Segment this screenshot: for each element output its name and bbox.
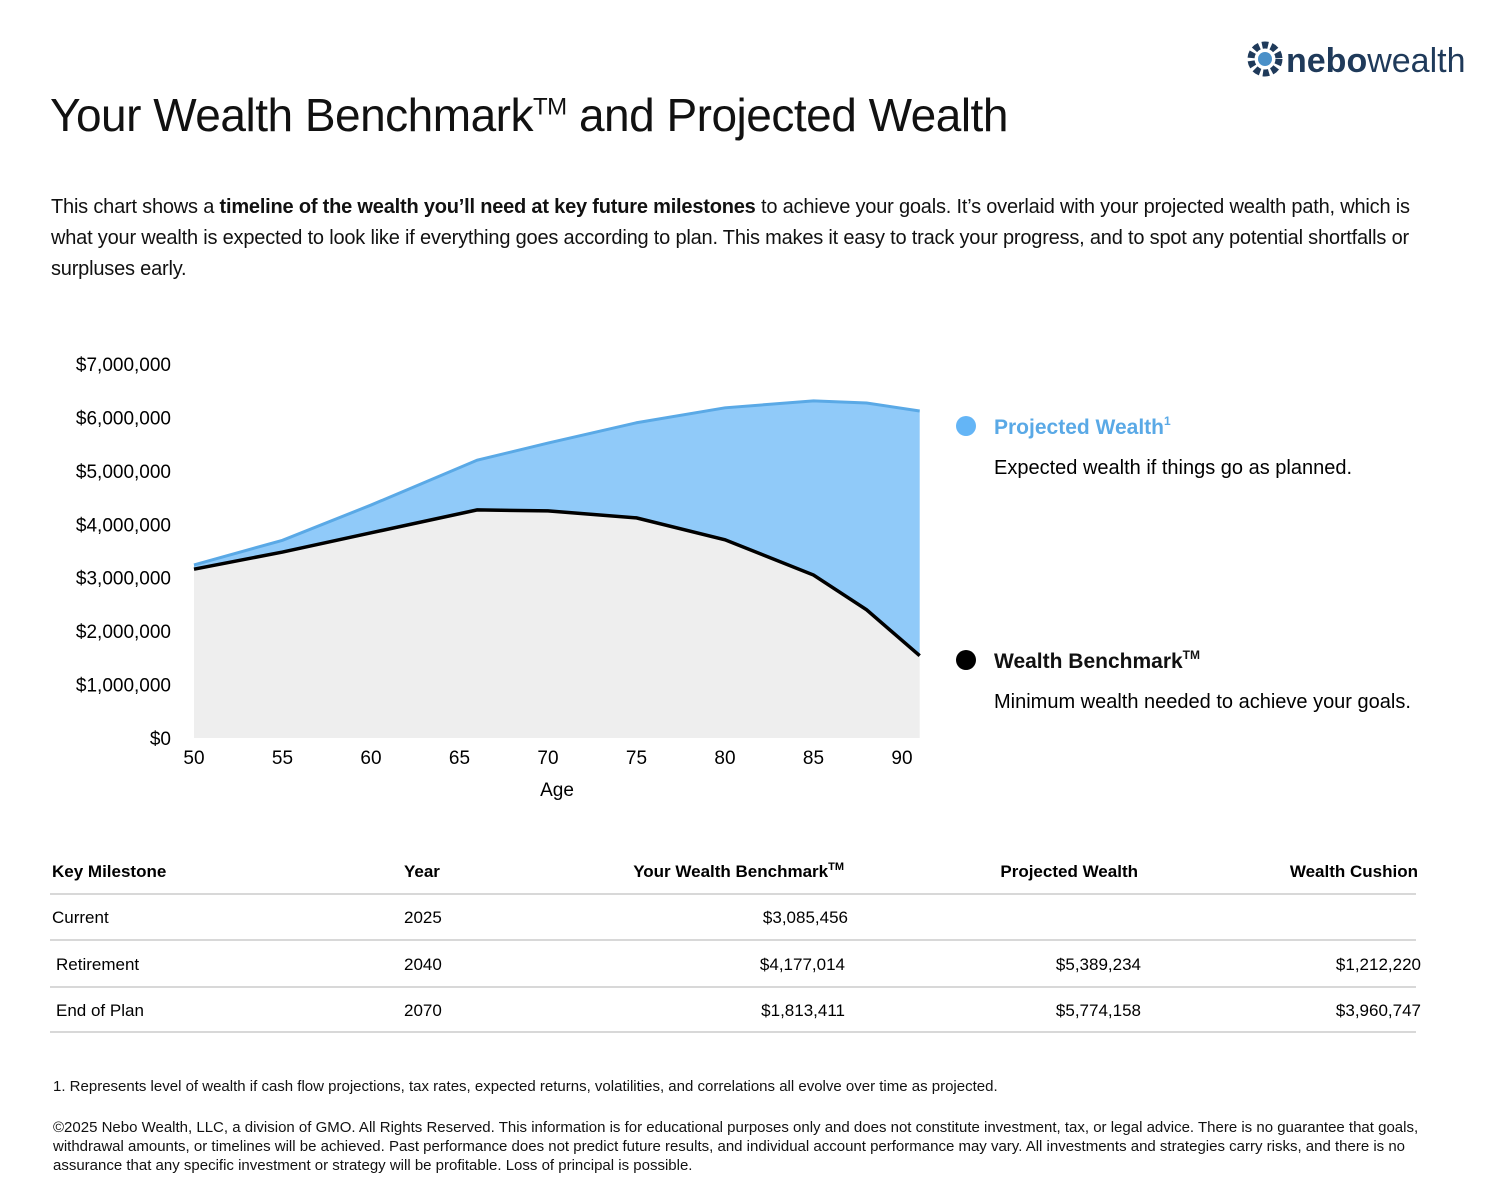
header-sup: TM	[828, 861, 844, 873]
table-cell: $1,813,411	[761, 1001, 845, 1020]
benchmark-area	[194, 509, 920, 738]
table-cell: $3,960,747	[1336, 1001, 1421, 1020]
x-tick-label: 65	[449, 748, 470, 769]
title-rest: and Projected Wealth	[578, 89, 1008, 141]
x-tick-label: 80	[714, 748, 735, 769]
legend-sup: TM	[1183, 648, 1200, 662]
logo-light: wealth	[1367, 42, 1466, 80]
series-line	[193, 399, 920, 567]
legend-description: Minimum wealth needed to achieve your go…	[994, 691, 1411, 713]
y-tick-label: $4,000,000	[76, 515, 171, 536]
table-header: Your Wealth BenchmarkTM	[633, 861, 844, 881]
legend-dot	[956, 416, 976, 436]
table-header: Projected Wealth	[1000, 862, 1138, 881]
x-tick-label: 85	[803, 748, 824, 769]
legend-sup: 1	[1164, 414, 1171, 428]
intro-text: to achieve your goals. It’s overlaid wit…	[51, 196, 1410, 280]
table-cell: $1,212,220	[1336, 955, 1421, 974]
legend-label: Wealth BenchmarkTM	[994, 648, 1200, 673]
legend-description: Expected wealth if things go as planned.	[994, 457, 1352, 479]
x-tick-label: 60	[360, 748, 381, 769]
table-cell: Current	[52, 908, 109, 927]
legend-dot	[956, 650, 976, 670]
title-text: Your Wealth Benchmark	[50, 89, 534, 141]
x-tick-label: 50	[183, 748, 204, 769]
legend-label: Projected Wealth1	[994, 414, 1171, 439]
intro-bold: timeline of the wealth you’ll need at ke…	[219, 196, 756, 218]
table-cell: $3,085,456	[763, 908, 848, 927]
header-text: Your Wealth Benchmark	[633, 862, 828, 881]
y-tick-label: $5,000,000	[76, 462, 171, 483]
intro: This chart shows a timeline of the wealt…	[51, 192, 1431, 285]
table-header: Key Milestone	[52, 862, 166, 881]
page-title: Your Wealth BenchmarkTM and Projected We…	[50, 88, 1008, 142]
intro-text: This chart shows a	[51, 196, 220, 218]
y-tick-label: $2,000,000	[76, 622, 171, 643]
cushion-area	[194, 400, 920, 656]
y-tick-label: $3,000,000	[76, 569, 171, 590]
legal-text: ©2025 Nebo Wealth, LLC, a division of GM…	[53, 1119, 1419, 1174]
legend-name: Projected Wealth	[994, 416, 1164, 439]
table-cell: Retirement	[56, 955, 139, 974]
x-axis-label: Age	[540, 780, 574, 801]
x-tick-label: 90	[891, 748, 912, 769]
table-cell: $5,389,234	[1056, 955, 1141, 974]
legend-name: Wealth Benchmark	[994, 650, 1183, 673]
table-header: Year	[404, 862, 440, 881]
x-tick-label: 55	[272, 748, 293, 769]
table-cell: 2040	[404, 955, 442, 974]
x-tick-label: 75	[626, 748, 647, 769]
logo-icon	[1247, 41, 1283, 77]
title-sup: TM	[533, 93, 567, 121]
table-cell: 2025	[404, 908, 442, 927]
footnote: 1. Represents level of wealth if cash fl…	[53, 1078, 998, 1095]
y-tick-label: $7,000,000	[76, 355, 171, 376]
series-line	[193, 508, 921, 658]
table-cell: $4,177,014	[760, 955, 845, 974]
table-header: Wealth Cushion	[1290, 862, 1418, 881]
logo: nebowealth	[1244, 38, 1466, 81]
table-cell: $5,774,158	[1056, 1001, 1141, 1020]
logo-bold: nebo	[1286, 42, 1368, 80]
y-tick-label: $1,000,000	[76, 676, 171, 697]
y-tick-label: $0	[150, 729, 171, 750]
y-tick-label: $6,000,000	[76, 408, 171, 429]
x-tick-label: 70	[537, 748, 558, 769]
table-cell: End of Plan	[56, 1001, 144, 1020]
table-cell: 2070	[404, 1001, 442, 1020]
